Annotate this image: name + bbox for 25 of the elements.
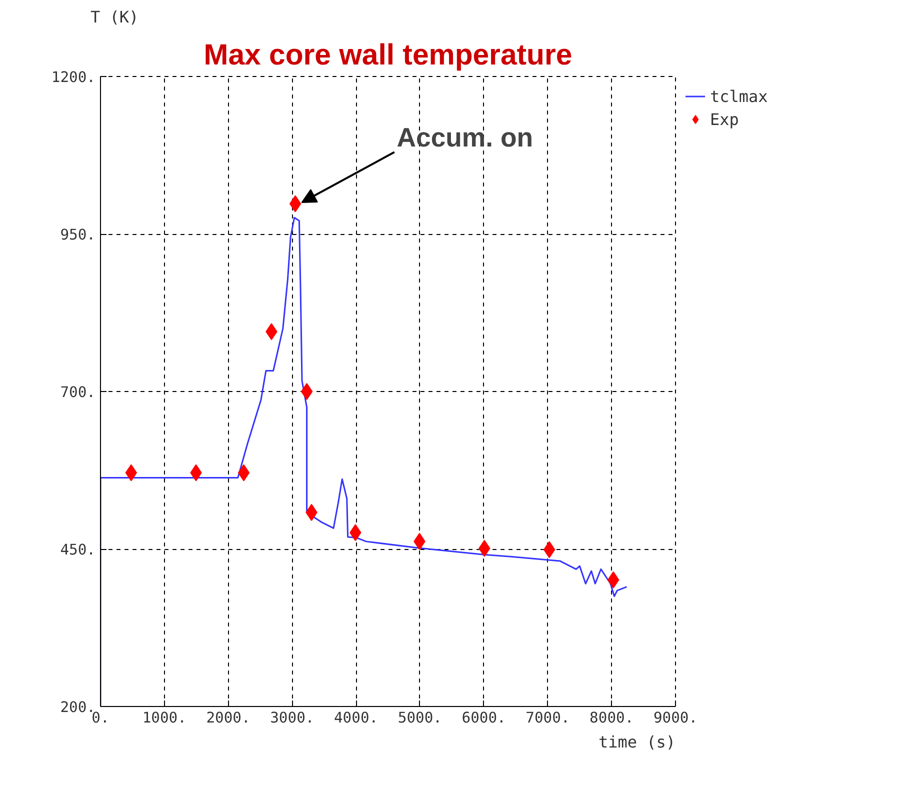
annotation: Accum. on <box>396 122 534 152</box>
x-tick-label: 0. <box>92 710 110 726</box>
x-tick-label: 7000. <box>526 710 570 726</box>
x-tick-label: 2000. <box>206 710 250 726</box>
x-tick-label: 1000. <box>142 710 186 726</box>
x-tick-label: 6000. <box>462 710 506 726</box>
chart-title: Max core wall temperature <box>204 38 572 72</box>
y-tick-label: 450. <box>60 542 96 558</box>
x-tick-label: 3000. <box>270 710 314 726</box>
y-tick-label: 700. <box>60 384 96 401</box>
legend-label: tclmax <box>710 86 768 106</box>
x-axis-title: time (s) <box>598 732 676 752</box>
x-tick-label: 8000. <box>590 710 634 726</box>
y-tick-label: 1200. <box>51 69 96 86</box>
x-tick-label: 9000. <box>653 710 698 726</box>
point <box>238 464 250 482</box>
x-tick-label: 5000. <box>398 710 442 726</box>
y-axis-title: T (K) <box>90 8 139 26</box>
point <box>289 195 302 212</box>
legend-label: Exp <box>710 110 739 128</box>
x-tick-label: 4000. <box>334 710 378 726</box>
point <box>300 383 313 400</box>
line-series <box>100 216 628 706</box>
y-tick-label: 950. <box>60 226 96 244</box>
point <box>543 541 556 558</box>
